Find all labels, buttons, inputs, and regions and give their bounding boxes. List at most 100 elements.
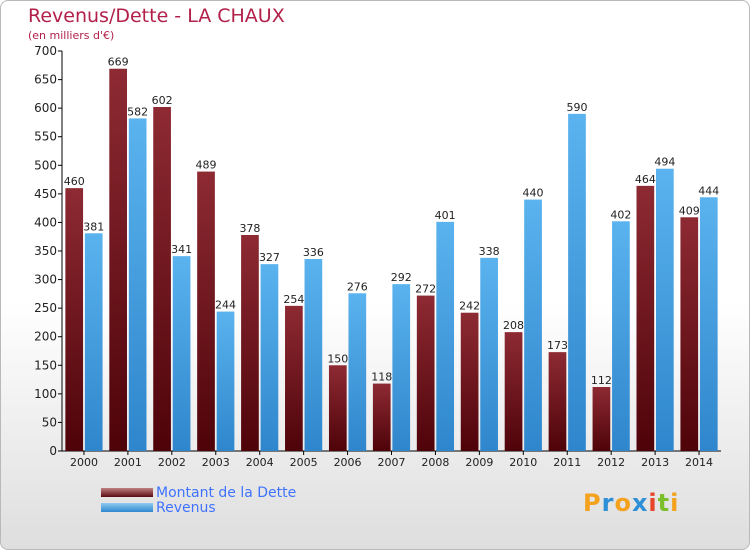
y-tick-label: 600 — [34, 101, 57, 115]
data-label-revenus: 338 — [479, 245, 500, 258]
legend-label-revenus: Revenus — [156, 500, 216, 516]
data-label-revenus: 341 — [171, 243, 192, 256]
bar-dette — [680, 217, 699, 451]
bar-revenus — [656, 168, 674, 451]
data-label-dette: 464 — [635, 173, 656, 186]
x-tick-label: 2002 — [158, 456, 186, 469]
bar-dette — [416, 295, 435, 451]
bar-dette — [636, 185, 655, 451]
legend-label-dette: Montant de la Dette — [156, 485, 297, 501]
x-tick-label: 2009 — [465, 456, 493, 469]
y-tick-label: 700 — [34, 44, 57, 58]
data-label-dette: 602 — [152, 94, 173, 107]
chart-title: Revenus/Dette - LA CHAUX — [28, 5, 285, 27]
bar-revenus — [304, 259, 323, 451]
bar-revenus — [436, 221, 455, 451]
data-label-revenus: 327 — [259, 251, 280, 264]
data-label-revenus: 276 — [347, 280, 368, 293]
bar-dette — [548, 352, 567, 451]
legend-swatch-dette — [101, 488, 153, 497]
data-label-dette: 254 — [283, 293, 304, 306]
data-label-dette: 409 — [679, 204, 700, 217]
bar-dette — [372, 383, 391, 451]
bar-revenus — [216, 311, 235, 451]
logo-letter: i — [670, 489, 680, 517]
data-label-revenus: 440 — [523, 187, 544, 200]
x-tick-label: 2008 — [421, 456, 449, 469]
y-tick-label: 500 — [34, 158, 57, 172]
data-label-revenus: 590 — [566, 101, 587, 114]
bar-revenus — [348, 293, 367, 451]
x-tick-label: 2012 — [597, 456, 625, 469]
x-tick-label: 2013 — [641, 456, 669, 469]
data-label-revenus: 494 — [654, 156, 675, 169]
bar-dette — [328, 365, 347, 451]
bar-revenus — [392, 284, 411, 451]
bar-revenus — [260, 264, 279, 451]
bar-revenus — [612, 221, 630, 451]
bar-revenus — [84, 233, 103, 451]
logo-letter: o — [614, 489, 632, 517]
x-tick-label: 2006 — [334, 456, 362, 469]
x-tick-label: 2001 — [114, 456, 142, 469]
bar-dette — [285, 305, 303, 451]
bar-dette — [109, 68, 127, 451]
logo-letter: x — [631, 489, 649, 517]
chart-subtitle: (en milliers d'€) — [28, 29, 115, 42]
data-label-dette: 272 — [415, 283, 436, 296]
bar-dette — [592, 387, 611, 451]
data-label-revenus: 444 — [698, 184, 719, 197]
data-label-dette: 112 — [591, 374, 612, 387]
logo-letter: r — [601, 489, 615, 517]
y-tick-label: 200 — [34, 330, 57, 344]
y-tick-label: 100 — [34, 387, 57, 401]
data-label-dette: 378 — [239, 222, 260, 235]
data-label-dette: 208 — [503, 319, 524, 332]
x-tick-label: 2004 — [246, 456, 274, 469]
bar-dette — [241, 235, 259, 451]
data-label-revenus: 582 — [127, 105, 148, 118]
data-label-dette: 150 — [327, 352, 348, 365]
x-tick-label: 2005 — [290, 456, 318, 469]
legend-swatch-revenus — [101, 503, 153, 512]
y-tick-label: 450 — [34, 187, 57, 201]
data-label-revenus: 381 — [83, 220, 104, 233]
bar-revenus — [699, 197, 718, 451]
y-tick-label: 650 — [34, 73, 57, 87]
x-tick-label: 2011 — [553, 456, 581, 469]
data-label-dette: 242 — [459, 300, 480, 313]
y-tick-label: 350 — [34, 244, 57, 258]
bar-dette — [65, 188, 84, 451]
data-label-revenus: 402 — [610, 208, 631, 221]
y-tick-label: 50 — [42, 415, 57, 429]
data-label-dette: 173 — [547, 339, 568, 352]
bar-revenus — [172, 256, 191, 451]
bar-revenus — [524, 199, 542, 451]
bar-revenus — [568, 113, 586, 451]
y-tick-label: 0 — [49, 444, 57, 458]
y-tick-label: 550 — [34, 130, 57, 144]
x-tick-label: 2014 — [685, 456, 713, 469]
logo-letter: t — [657, 489, 671, 517]
data-label-dette: 118 — [371, 371, 392, 384]
y-tick-label: 300 — [34, 273, 57, 287]
x-tick-label: 2000 — [70, 456, 98, 469]
bar-dette — [504, 332, 523, 451]
bar-dette — [197, 171, 215, 452]
data-label-revenus: 401 — [435, 209, 456, 222]
logo-letter: P — [583, 489, 602, 517]
data-label-dette: 489 — [196, 159, 217, 172]
logo-letter: i — [648, 489, 658, 517]
y-tick-label: 150 — [34, 358, 57, 372]
y-tick-label: 400 — [34, 215, 57, 229]
proxiti-logo: Proxiti — [583, 489, 679, 517]
data-label-revenus: 336 — [303, 246, 324, 259]
bar-revenus — [128, 118, 147, 451]
x-tick-label: 2010 — [509, 456, 537, 469]
bar-dette — [153, 107, 171, 451]
x-tick-label: 2003 — [202, 456, 230, 469]
data-label-dette: 669 — [108, 56, 129, 69]
y-tick-label: 250 — [34, 301, 57, 315]
